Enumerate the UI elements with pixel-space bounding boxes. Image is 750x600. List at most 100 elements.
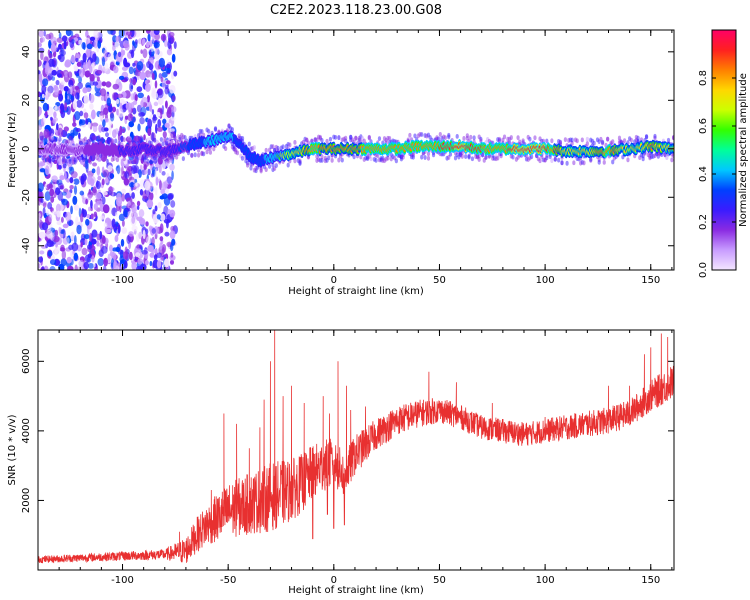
noise-speckle: [50, 116, 53, 121]
noise-speckle: [87, 194, 92, 200]
noise-speckle: [60, 244, 65, 251]
noise-speckle: [76, 224, 82, 235]
noise-speckle: [59, 184, 65, 190]
noise-speckle: [93, 203, 98, 211]
noise-speckle: [169, 259, 175, 265]
noise-speckle: [101, 245, 108, 254]
noise-speckle: [47, 91, 51, 97]
ridge-halo: [460, 154, 464, 159]
noise-speckle: [101, 56, 106, 67]
colorbar-tick-label: 0.4: [698, 166, 709, 182]
ridge-halo: [200, 129, 204, 134]
heatmap-x-axis-label: Height of straight line (km): [288, 286, 424, 297]
ridge-halo: [477, 153, 481, 159]
noise-speckle: [151, 228, 157, 234]
x-tick-label: 50: [433, 275, 446, 286]
noise-speckle: [45, 61, 50, 69]
noise-speckle: [59, 175, 65, 181]
noise-speckle: [99, 230, 103, 240]
noise-speckle: [105, 132, 109, 138]
noise-speckle: [168, 31, 175, 38]
heatmap-axes: -100 -50 0 50 100 150 -40 -20 0 20 40: [21, 29, 675, 286]
noise-speckle: [117, 224, 121, 234]
noise-speckle: [157, 201, 162, 209]
ridge-halo: [159, 159, 163, 164]
noise-speckle: [70, 205, 73, 215]
ridge-halo: [196, 152, 201, 158]
noise-speckle: [86, 213, 90, 219]
noise-speckle: [151, 91, 159, 100]
noise-speckle: [81, 42, 86, 50]
noise-speckle: [42, 115, 46, 123]
ridge-halo: [48, 158, 52, 164]
noise-speckle: [54, 247, 58, 256]
noise-speckle: [92, 125, 98, 133]
noise-speckle: [171, 106, 177, 113]
noise-speckle: [114, 128, 119, 135]
noise-speckle: [139, 263, 147, 270]
noise-speckle: [157, 126, 163, 132]
ridge-halo: [394, 158, 398, 164]
colorbar-frame: [711, 29, 737, 271]
noise-speckle: [145, 41, 150, 48]
colorbar-tick-label: 0.6: [698, 118, 709, 134]
noise-speckle: [131, 216, 136, 224]
noise-speckle: [74, 92, 80, 100]
noise-speckle: [38, 124, 43, 131]
noise-speckle: [101, 81, 107, 87]
noise-speckle: [116, 93, 124, 99]
noise-speckle: [108, 125, 112, 135]
ridge-halo: [644, 134, 649, 139]
noise-speckle: [115, 35, 119, 43]
noise-speckle: [58, 226, 61, 234]
noise-speckle: [68, 244, 74, 251]
noise-speckle: [120, 158, 124, 167]
noise-speckle: [128, 66, 134, 75]
ridge-halo: [259, 167, 263, 173]
noise-speckle: [91, 168, 96, 174]
noise-speckle: [115, 98, 120, 105]
noise-speckle: [68, 166, 73, 171]
noise-speckle: [130, 49, 135, 59]
noise-speckle: [131, 204, 138, 214]
ridge-halo: [320, 137, 324, 143]
noise-speckle: [97, 31, 103, 38]
noise-speckle: [152, 114, 157, 119]
noise-speckle: [42, 102, 49, 112]
ridge-halo: [406, 137, 410, 143]
noise-speckle: [144, 79, 148, 85]
noise-speckle: [149, 252, 155, 258]
noise-speckle: [140, 49, 143, 54]
noise-speckle: [110, 112, 115, 122]
noise-speckle: [91, 122, 99, 127]
noise-speckle: [73, 185, 78, 195]
noise-speckle: [138, 231, 142, 240]
ridge-halo: [411, 154, 415, 160]
noise-speckle: [107, 253, 111, 262]
noise-speckle: [67, 265, 74, 270]
noise-speckle: [90, 109, 96, 120]
noise-speckle: [119, 259, 126, 265]
y-tick-label: 20: [21, 94, 32, 107]
noise-speckle: [160, 33, 167, 42]
ridge-halo: [78, 156, 82, 162]
ridge-halo: [670, 157, 674, 163]
noise-speckle: [38, 231, 46, 239]
noise-speckle: [38, 182, 44, 193]
x-tick-label: 100: [536, 575, 555, 586]
noise-speckle: [38, 72, 43, 83]
noise-speckle: [148, 63, 154, 71]
noise-speckle: [144, 180, 151, 191]
ridge-halo: [426, 155, 431, 161]
colorbar-ticks: 0.0 0.2 0.4 0.6 0.8: [698, 29, 737, 278]
noise-speckle: [82, 209, 87, 218]
noise-speckle: [160, 213, 166, 222]
noise-speckle: [58, 164, 62, 170]
noise-speckle: [99, 110, 104, 116]
noise-speckle: [76, 99, 83, 108]
noise-speckle: [69, 39, 75, 49]
ridge-halo: [129, 141, 133, 147]
noise-speckle: [64, 61, 71, 68]
chart-title: C2E2.2023.118.23.00.G08: [270, 3, 442, 18]
noise-speckle: [72, 84, 75, 93]
